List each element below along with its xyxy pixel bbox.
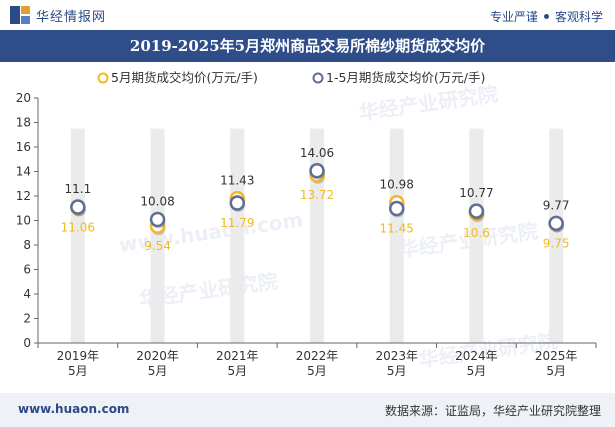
x-tick-label-line: 5月: [307, 364, 327, 378]
data-label-ytd: 9.77: [543, 198, 570, 212]
x-tick-label: 2019年 5月: [57, 349, 100, 378]
top-bar: 华经情报网 专业严谨 客观科学: [0, 0, 615, 30]
column-band: [469, 128, 484, 343]
data-label-ytd: 14.06: [300, 146, 334, 160]
x-tick-label: 2024年 5月: [455, 349, 498, 378]
column-band: [70, 128, 85, 343]
y-tick-label: 12: [16, 189, 31, 203]
y-tick-label: 16: [16, 140, 31, 154]
x-tick-label-line: 5月: [546, 364, 566, 378]
legend-label: 5月期货成交均价(万元/手): [111, 70, 258, 85]
x-tick-label-line: 2022年: [296, 349, 339, 363]
data-label-ytd: 10.98: [380, 178, 414, 192]
chart-title: 2019-2025年5月郑州商品交易所棉纱期货成交均价: [129, 37, 486, 55]
data-label-may: 11.45: [380, 221, 414, 235]
bullet-icon: [543, 14, 549, 19]
data-label-may: 9.54: [144, 239, 171, 253]
x-tick-label-line: 2024年: [455, 349, 498, 363]
column-band: [310, 128, 324, 343]
title-bar: 2019-2025年5月郑州商品交易所棉纱期货成交均价: [0, 30, 615, 62]
y-tick-label: 0: [23, 336, 31, 350]
y-tick-label: 2: [23, 312, 31, 326]
x-tick-label-line: 2020年: [136, 349, 179, 363]
data-label-may: 10.6: [463, 226, 490, 240]
x-tick-label: 2023年 5月: [375, 349, 418, 378]
y-tick-label: 4: [23, 287, 31, 301]
x-tick-label: 2022年 5月: [296, 349, 339, 378]
slogan-right: 客观科学: [554, 10, 603, 24]
data-labels: 11.1 11.06 10.08 9.54 11.43 11.79 14.06 13.72 10…: [61, 146, 570, 253]
slogan-left: 专业严谨: [489, 10, 538, 24]
x-tick-label-line: 2025年: [535, 349, 578, 363]
legend-marker: [97, 72, 109, 84]
data-label-may: 11.79: [220, 216, 254, 230]
legend: 5月期货成交均价(万元/手) 1-5月期货成交均价(万元/手): [97, 70, 485, 85]
footer-site-link[interactable]: www.huaon.com: [18, 402, 130, 416]
legend-label: 1-5月期货成交均价(万元/手): [326, 70, 485, 85]
slogan: 专业严谨 客观科学: [490, 8, 603, 25]
y-tick-label: 6: [23, 263, 31, 277]
data-points: [70, 163, 565, 236]
x-tick-label: 2021年 5月: [216, 349, 259, 378]
y-tick-label: 20: [16, 91, 31, 105]
column-band: [230, 128, 245, 343]
x-tick-label-line: 2023年: [375, 349, 418, 363]
data-point-ytd: [229, 195, 246, 211]
legend-marker: [312, 72, 324, 84]
column-band: [150, 128, 165, 343]
y-tick-label: 8: [23, 238, 31, 252]
data-label-ytd: 10.08: [140, 195, 174, 209]
data-point-ytd: [548, 215, 564, 232]
data-label-ytd: 11.43: [220, 174, 254, 188]
x-tick-label-line: 5月: [227, 364, 247, 378]
x-tick-label-line: 2019年: [57, 349, 100, 363]
y-tick-label: 10: [16, 214, 31, 228]
x-tick-label: 2020年 5月: [136, 349, 179, 378]
column-band: [389, 128, 404, 343]
x-tick-label-line: 5月: [68, 364, 88, 378]
data-label-may: 13.72: [300, 188, 334, 202]
x-tick-label-line: 5月: [387, 364, 407, 378]
data-label-may: 11.06: [61, 221, 95, 235]
y-tick-label: 14: [16, 165, 31, 179]
data-label-ytd: 11.1: [64, 182, 91, 196]
y-tick-label: 18: [16, 116, 31, 130]
data-point-ytd: [149, 211, 166, 228]
data-point-ytd: [388, 200, 405, 217]
x-tick-label-line: 2021年: [216, 349, 259, 363]
data-label-may: 9.75: [543, 237, 570, 251]
watermark-text: 华经产业研究院: [357, 82, 499, 125]
footer: www.huaon.com 数据来源：证监局，华经产业研究院整理: [0, 393, 615, 427]
data-point-ytd: [309, 163, 325, 179]
column-bands: [70, 128, 564, 343]
x-tick-label: 2025年 5月: [535, 349, 578, 378]
brand[interactable]: 华经情报网: [10, 6, 107, 25]
brand-name: 华经情报网: [36, 9, 107, 25]
footer-source: 数据来源：证监局，华经产业研究院整理: [384, 404, 601, 418]
data-point-ytd: [70, 199, 86, 215]
data-label-ytd: 10.77: [459, 186, 493, 200]
x-tick-label-line: 5月: [148, 364, 168, 378]
data-point-ytd: [468, 203, 485, 219]
column-band: [549, 128, 564, 343]
brand-logo-icon: [10, 6, 30, 24]
x-tick-label-line: 5月: [467, 364, 487, 378]
